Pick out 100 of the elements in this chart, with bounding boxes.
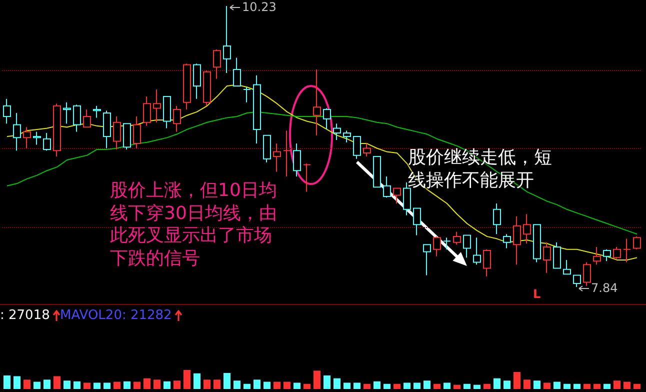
bar <box>564 384 570 389</box>
candlestick <box>33 131 41 146</box>
candlestick <box>253 74 261 144</box>
bar <box>434 384 440 389</box>
bar <box>124 381 130 389</box>
candlestick <box>613 246 621 260</box>
bar <box>114 382 120 389</box>
candlestick <box>383 176 391 198</box>
candlestick <box>243 86 251 103</box>
bar <box>604 384 610 389</box>
bar <box>474 384 480 389</box>
text: : 27018 <box>0 308 50 324</box>
annotation: 10.23 <box>242 0 276 15</box>
bar <box>314 370 320 389</box>
bar <box>214 380 220 389</box>
candlestick <box>113 116 121 150</box>
candlestick <box>73 104 81 132</box>
candlestick <box>353 136 361 160</box>
bar <box>534 380 540 389</box>
candlestick <box>203 70 211 106</box>
bar <box>634 384 640 389</box>
text: MAVOL20: 21282 <box>60 308 172 324</box>
bar <box>324 375 330 389</box>
annotation: 7.84 <box>591 281 618 296</box>
bar <box>424 380 430 389</box>
candlestick <box>223 6 231 74</box>
bar <box>54 376 60 389</box>
candlestick <box>263 134 271 163</box>
candlestick <box>523 214 531 244</box>
candlestick <box>343 130 351 143</box>
bar <box>344 382 350 389</box>
candlestick <box>373 156 381 188</box>
bar <box>544 382 550 389</box>
candlestick <box>413 208 421 236</box>
bar <box>244 384 250 389</box>
candlestick <box>543 242 551 274</box>
bar <box>24 380 30 389</box>
candlestick <box>143 96 151 126</box>
candlestick <box>323 108 331 130</box>
candlestick <box>233 57 241 86</box>
bar <box>584 384 590 389</box>
candlestick <box>293 143 301 177</box>
candlestick <box>13 112 21 152</box>
candlestick <box>273 143 281 172</box>
bar <box>174 380 180 389</box>
candlestick <box>83 108 91 128</box>
bar <box>284 382 290 389</box>
bar <box>74 381 80 389</box>
candlestick <box>363 143 371 157</box>
bar <box>294 382 300 389</box>
candlestick <box>493 203 501 235</box>
bar <box>404 382 410 389</box>
candlestick <box>43 132 51 152</box>
bar <box>144 378 150 389</box>
bar <box>494 378 500 389</box>
candlestick <box>153 88 161 123</box>
candlestick <box>513 216 521 266</box>
bar <box>224 372 230 389</box>
candlestick <box>603 248 611 262</box>
bar <box>624 382 630 389</box>
candlestick <box>173 105 181 132</box>
bar <box>84 382 90 389</box>
bar <box>134 382 140 389</box>
bar <box>504 380 510 389</box>
bar <box>254 380 260 389</box>
candlestick <box>133 116 141 149</box>
annotation: L <box>533 287 541 302</box>
bar <box>14 376 20 389</box>
candlestick <box>123 123 131 150</box>
bar <box>364 384 370 389</box>
candlestick <box>563 259 571 275</box>
bar <box>454 384 460 389</box>
bar <box>194 373 200 389</box>
bar <box>184 370 190 389</box>
bar <box>204 380 210 389</box>
bar <box>104 382 110 389</box>
bar <box>304 384 310 389</box>
bar <box>514 372 520 389</box>
bar <box>34 382 40 389</box>
bar <box>444 382 450 389</box>
bar <box>394 384 400 389</box>
candlestick <box>63 102 71 124</box>
candlestick <box>23 126 31 149</box>
candlestick <box>303 163 311 192</box>
bar <box>384 384 390 389</box>
bar <box>574 384 580 389</box>
candlestick <box>163 96 171 129</box>
bar <box>554 382 560 389</box>
bar <box>484 384 490 389</box>
bar <box>594 384 600 389</box>
candlestick <box>283 130 291 177</box>
bar <box>334 378 340 389</box>
candlestick <box>573 274 581 288</box>
candlestick <box>473 237 481 266</box>
candlestick <box>313 68 321 136</box>
bar <box>414 382 420 389</box>
candlestick <box>593 246 601 266</box>
candlestick <box>333 123 341 141</box>
bar <box>234 380 240 389</box>
bar <box>44 380 50 389</box>
